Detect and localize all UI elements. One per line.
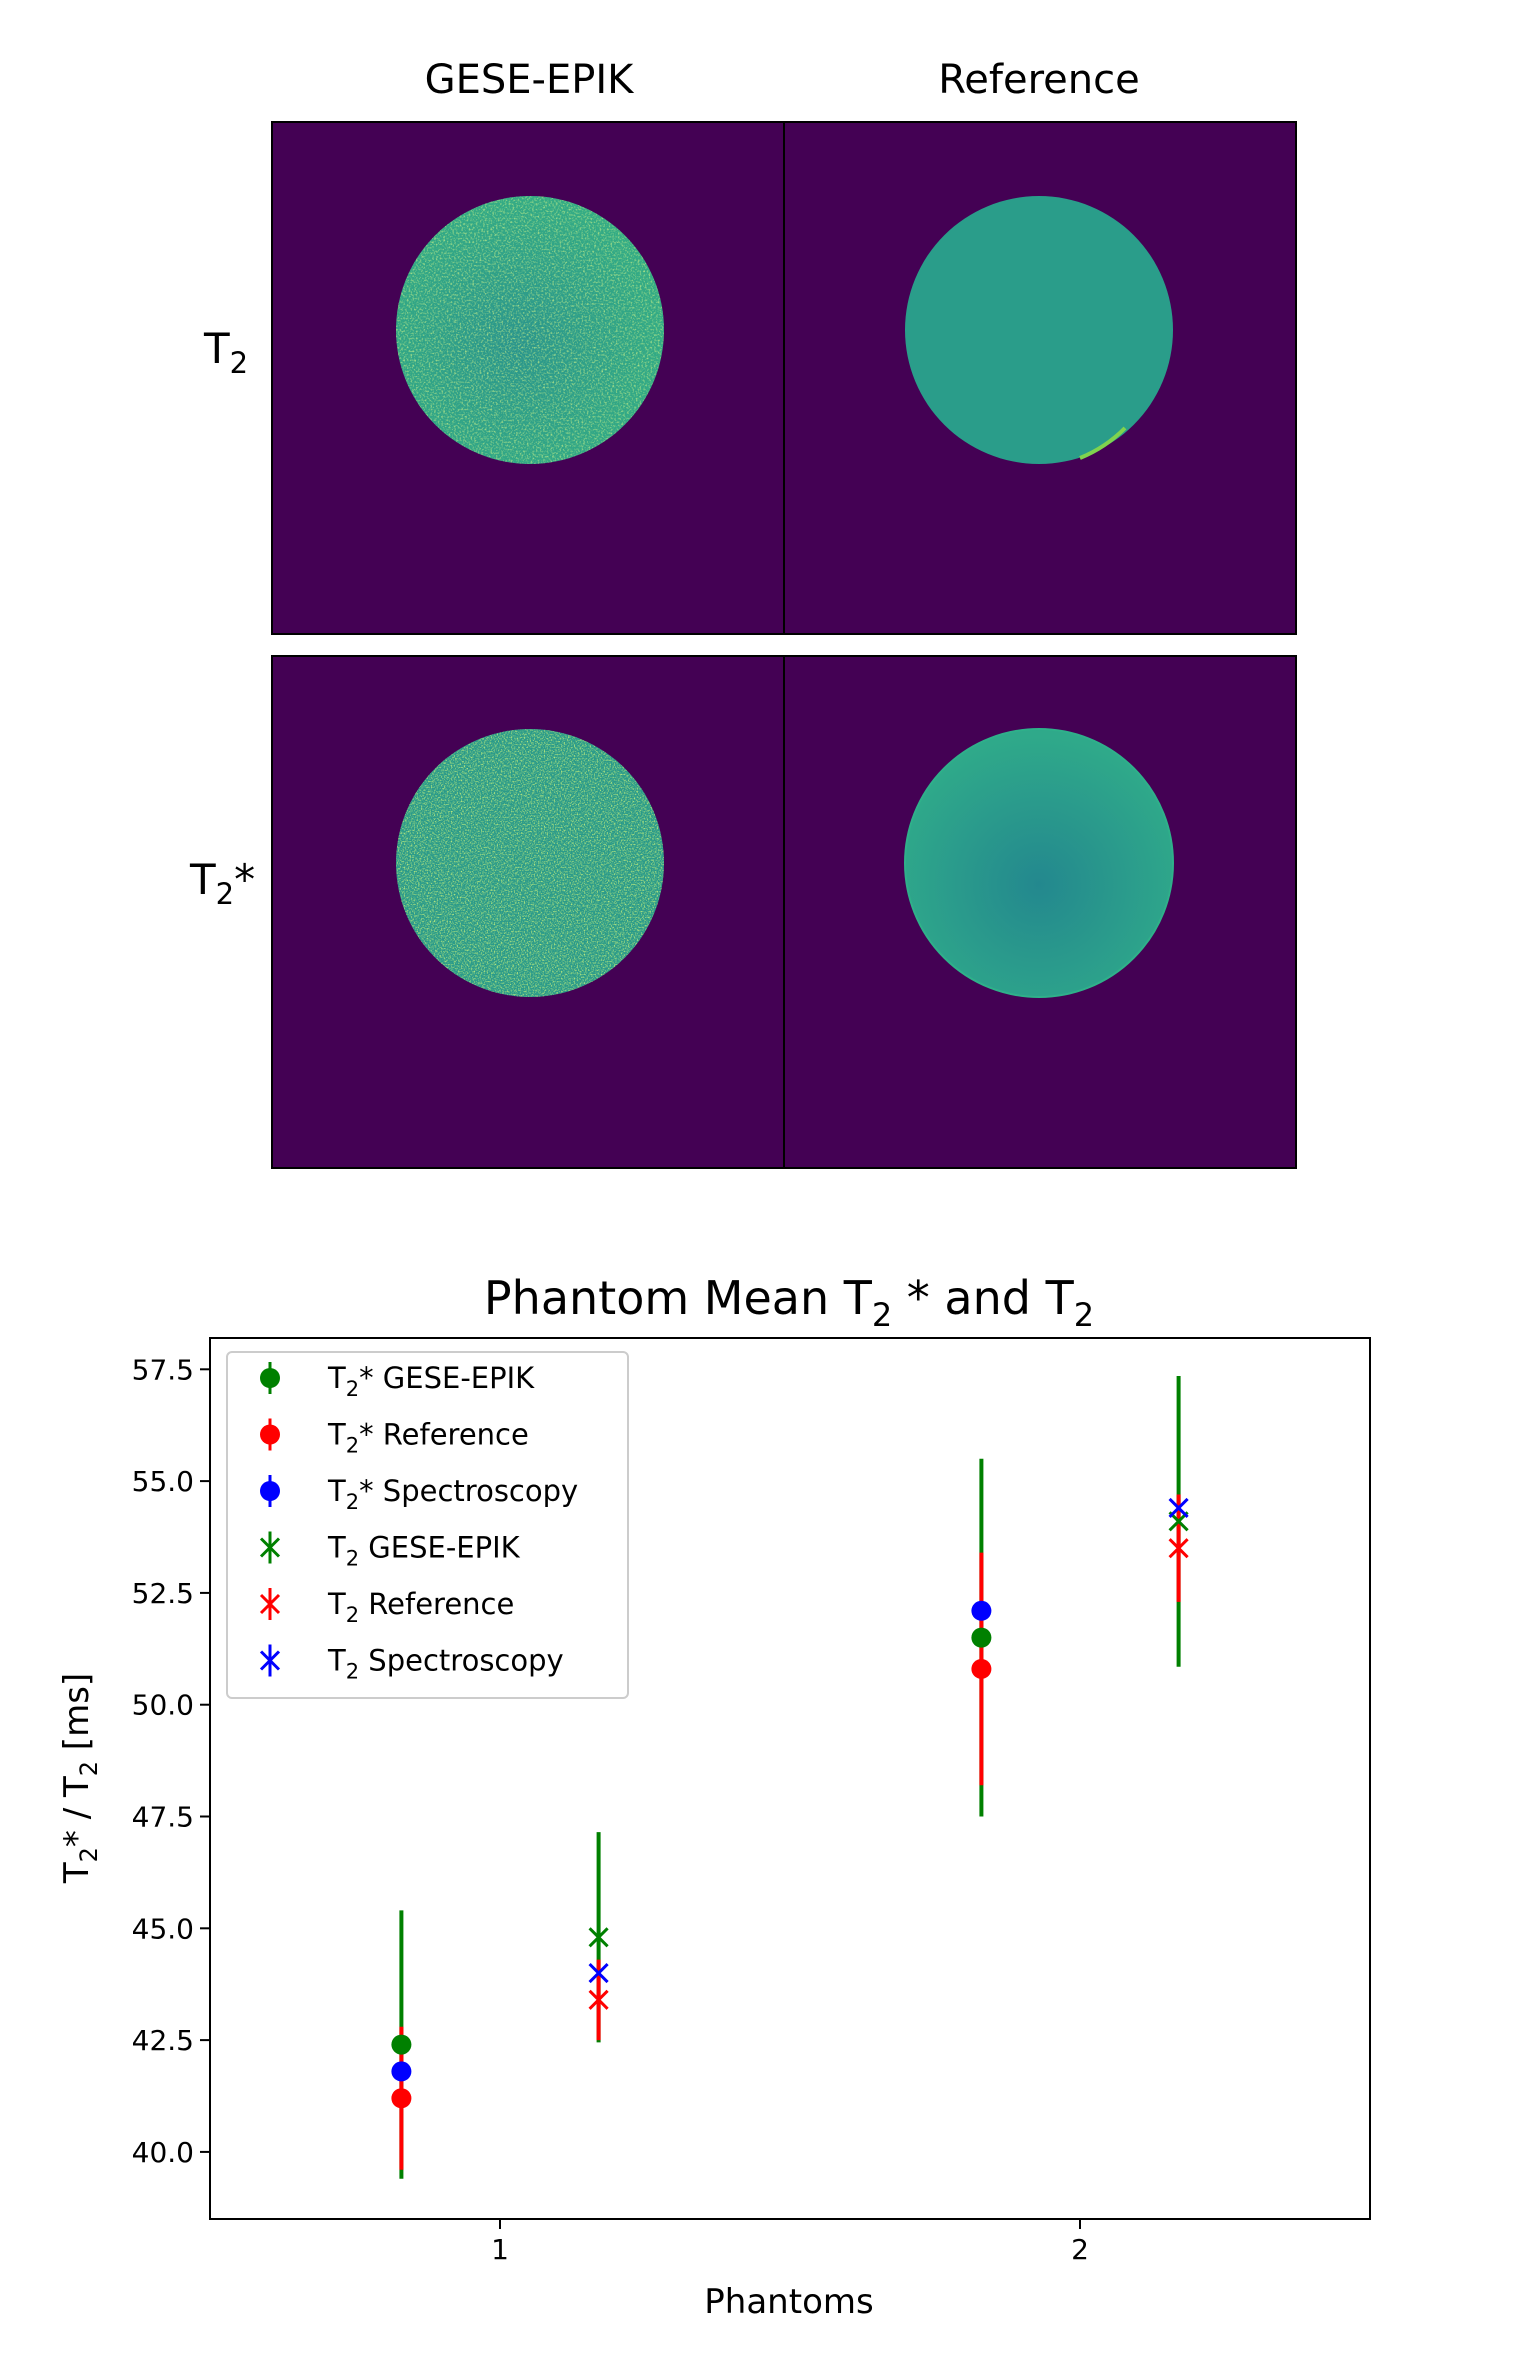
x-stroke <box>588 1962 609 1984</box>
row-label-t2: T2 <box>203 324 248 380</box>
x-axis-label: Phantoms <box>704 2282 873 2322</box>
data-point <box>1168 1538 1189 1559</box>
data-point <box>391 2034 412 2055</box>
legend-label: T2* Spectroscopy <box>327 1474 578 1514</box>
legend-label: T2 Reference <box>327 1587 514 1627</box>
map-t2-reference <box>784 122 1296 634</box>
legend-entry: T2* GESE-EPIK <box>260 1361 535 1401</box>
data-point <box>1168 1497 1189 1518</box>
legend-label: T2* Reference <box>327 1418 529 1458</box>
legend-marker <box>260 1424 280 1445</box>
x-stroke <box>588 1989 609 2010</box>
data-marks <box>391 1376 1189 2179</box>
data-point <box>588 1927 609 1948</box>
legend-label: T2 Spectroscopy <box>327 1644 564 1684</box>
x-stroke <box>259 1593 281 1615</box>
row-label-t2-star: T2* <box>189 855 255 911</box>
column-title-reference: Reference <box>938 57 1139 103</box>
map-grid: GESE-EPIK Reference T2 T2* <box>189 57 1297 1169</box>
data-point <box>971 1600 992 1621</box>
data-point <box>971 1658 992 1679</box>
legend-marker <box>260 1368 280 1388</box>
axes-frame <box>209 1337 1371 2220</box>
x-stroke <box>588 1927 609 1948</box>
y-tick-label: 47.5 <box>132 1801 194 1834</box>
legend-label: T2* GESE-EPIK <box>327 1361 535 1401</box>
x-stroke <box>1168 1538 1189 1559</box>
map-t2star-reference <box>784 656 1296 1168</box>
legend: T2* GESE-EPIK T2* Reference T2* Spectrosco… <box>226 1351 629 1699</box>
y-tick-label: 42.5 <box>132 2024 194 2057</box>
legend-entry: T2 Reference <box>259 1587 514 1627</box>
legend-entry: T2* Spectroscopy <box>260 1474 578 1514</box>
data-point <box>391 2088 412 2109</box>
legend-marker <box>259 1593 281 1615</box>
y-tick-label: 57.5 <box>132 1353 194 1386</box>
map-t2-gese-epik <box>272 122 784 634</box>
legend-entry: T2 Spectroscopy <box>259 1644 564 1684</box>
legend-marker <box>259 1537 281 1558</box>
y-tick-label: 50.0 <box>132 1689 194 1722</box>
panel-borders <box>271 121 1297 1169</box>
x-tick-label: 2 <box>1071 2233 1089 2266</box>
x-stroke <box>259 1650 281 1671</box>
y-tick-label: 52.5 <box>132 1577 194 1610</box>
legend-marker <box>259 1650 281 1671</box>
legend-marker <box>260 1481 280 1501</box>
chart-title: Phantom Mean T2 * and T2 <box>484 1271 1094 1334</box>
legend-frame <box>226 1351 629 1699</box>
legend-entry: T2* Reference <box>260 1418 529 1458</box>
y-axis-label: T2* / T2 [ms] <box>57 1673 103 1884</box>
map-t2star-gese-epik <box>272 656 784 1168</box>
chart: Phantom Mean T2 * and T2 40.0 42.5 45.0 47.… <box>57 1271 1371 2322</box>
data-point <box>588 1962 609 1984</box>
column-title-gese-epik: GESE-EPIK <box>425 57 636 103</box>
legend-label: T2 GESE-EPIK <box>327 1531 521 1571</box>
plot-area: 40.0 42.5 45.0 47.5 50.0 52.5 55.0 57.5 1 2 <box>132 1353 1089 2266</box>
data-point <box>971 1627 992 1648</box>
x-stroke <box>259 1537 281 1558</box>
y-tick-label: 55.0 <box>132 1465 194 1498</box>
y-tick-label: 45.0 <box>132 1912 194 1945</box>
x-tick-label: 1 <box>491 2233 509 2266</box>
y-tick-label: 40.0 <box>132 2136 194 2169</box>
data-point <box>391 2061 412 2082</box>
x-stroke <box>1168 1497 1189 1518</box>
legend-entry: T2 GESE-EPIK <box>259 1531 521 1571</box>
data-point <box>588 1989 609 2010</box>
